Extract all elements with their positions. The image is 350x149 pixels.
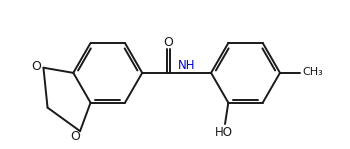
- Text: NH: NH: [177, 59, 195, 72]
- Text: CH₃: CH₃: [302, 67, 323, 77]
- Text: O: O: [163, 35, 173, 49]
- Text: HO: HO: [215, 126, 232, 139]
- Text: O: O: [31, 60, 41, 73]
- Text: O: O: [70, 129, 80, 143]
